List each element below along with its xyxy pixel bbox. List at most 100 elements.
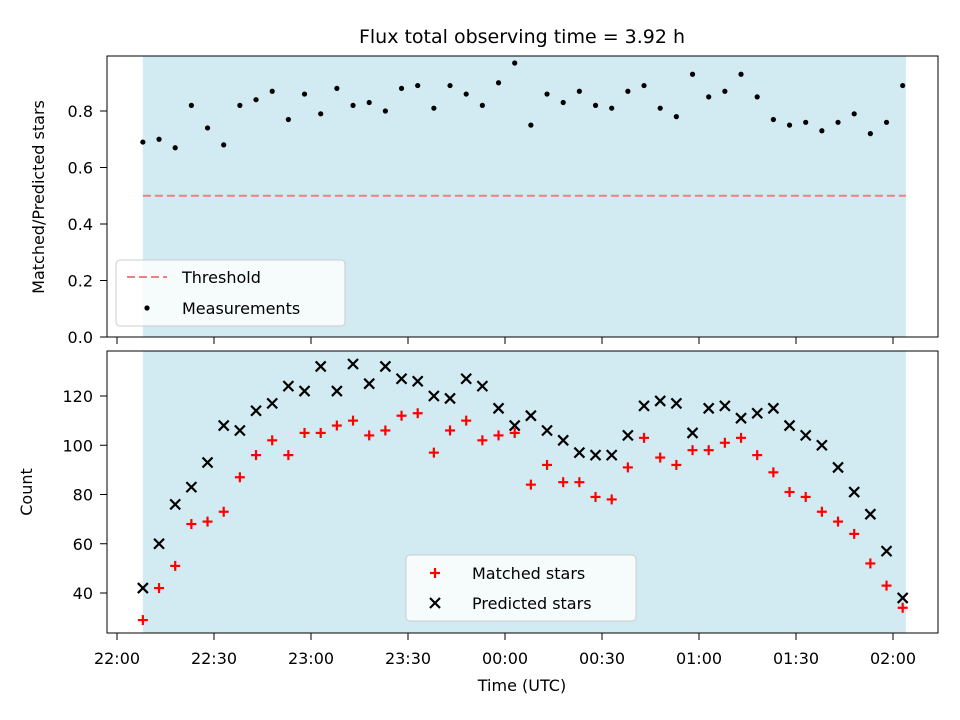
predicted-star-point: [379, 360, 392, 373]
count-y-tick-label: 40: [73, 584, 93, 603]
predicted-star-point: [444, 392, 456, 405]
predicted-star-point: [686, 427, 699, 439]
predicted-star-point: [201, 456, 214, 469]
x-tick-label: 23:00: [288, 649, 334, 668]
predicted-star-point: [460, 372, 472, 385]
measurements-legend-label: Measurements: [182, 299, 300, 318]
measurement-point: [447, 82, 453, 89]
matched-star-point: [752, 450, 763, 461]
predicted-star-point: [589, 449, 602, 461]
matched-star-point: [299, 427, 310, 438]
predicted-star-point: [832, 461, 844, 474]
measurements-legend-swatch: [144, 305, 150, 311]
matched-star-point: [267, 435, 278, 446]
matched-star-point: [396, 410, 407, 421]
measurement-point: [528, 122, 534, 128]
predicted-star-point: [573, 446, 586, 459]
matched-star-point: [525, 479, 536, 490]
matched-star-point: [154, 583, 165, 594]
matched-star-point: [170, 560, 181, 571]
predicted-star-point: [137, 582, 149, 594]
threshold-legend-label: Threshold: [181, 268, 261, 287]
matched-star-point: [380, 425, 391, 436]
matched-star-point: [800, 491, 811, 502]
predicted-star-point: [234, 424, 246, 437]
measurement-point: [819, 128, 825, 134]
measurement-point: [900, 82, 906, 89]
matched-star-point: [186, 519, 197, 530]
measurement-point: [706, 94, 712, 100]
measurement-point: [867, 131, 873, 137]
matched-star-point: [137, 615, 148, 626]
measurement-point: [204, 125, 211, 131]
measurement-point: [883, 119, 890, 125]
predicted-star-point: [331, 385, 343, 397]
matched-star-point: [833, 516, 844, 527]
matched-star-point: [202, 516, 213, 527]
matched-star-point: [784, 487, 795, 498]
count-y-tick-label: 80: [73, 486, 93, 505]
matched-star-point: [703, 445, 714, 456]
ratio-x-tick-marks: [116, 337, 894, 344]
matched-star-point: [542, 459, 553, 470]
ratio-y-tick-label: 0.2: [68, 272, 93, 291]
measurement-point: [754, 94, 760, 100]
matched-star-point: [218, 506, 229, 517]
measurement-point: [673, 114, 679, 120]
measurement-point: [786, 122, 793, 128]
matched-star-point: [639, 432, 650, 443]
predicted-star-point: [508, 419, 521, 432]
measurement-point: [188, 102, 194, 108]
matched-star-point: [493, 430, 504, 441]
matched-star-point: [251, 450, 262, 461]
measurement-point: [350, 102, 356, 108]
matched-star-point: [719, 437, 730, 448]
matched-star-point: [461, 415, 472, 426]
ratio-y-tick-label: 0.6: [68, 159, 93, 178]
matched-star-point: [590, 491, 601, 502]
measurement-point: [285, 116, 291, 123]
measurement-point: [657, 105, 663, 111]
ratio-y-ticks: 0.0 0.2 0.4 0.6 0.8: [68, 102, 107, 347]
matched-star-point: [574, 477, 585, 488]
matched-star-point: [881, 580, 892, 591]
matched-star-point: [687, 445, 698, 456]
predicted-star-point: [411, 375, 424, 388]
measurement-point: [851, 111, 857, 117]
matched-star-point: [606, 494, 617, 505]
predicted-star-point: [702, 402, 715, 415]
measurement-point: [609, 105, 615, 111]
predicted-star-point: [153, 537, 165, 550]
matched-star-point: [428, 447, 439, 458]
x-axis-label: Time (UTC): [477, 676, 566, 695]
measurement-point: [803, 119, 809, 125]
measurement-point: [512, 60, 518, 66]
measurement-point: [641, 82, 647, 89]
predicted-star-point: [428, 390, 440, 402]
measurement-point: [576, 88, 582, 94]
measurement-point: [415, 82, 421, 89]
predicted-star-point: [735, 412, 747, 424]
measurement-point: [738, 71, 744, 77]
ratio-y-axis-label: Matched/Predicted stars: [29, 100, 48, 294]
predicted-star-point: [266, 397, 278, 410]
matched-star-point: [234, 472, 245, 483]
matched-star-point: [671, 459, 682, 470]
matched-star-point: [622, 462, 633, 473]
measurement-point: [237, 102, 243, 108]
measurement-point: [221, 142, 227, 148]
predicted-star-point: [314, 360, 327, 373]
measurement-point: [382, 108, 388, 114]
predicted-star-point: [654, 395, 666, 407]
predicted-star-point: [848, 486, 860, 498]
measurement-point: [301, 91, 308, 97]
predicted-star-point: [864, 508, 877, 520]
measurement-point: [269, 88, 275, 94]
predicted-star-point: [250, 404, 262, 417]
matched-star-point: [477, 435, 488, 446]
measurement-point: [156, 136, 162, 142]
ratio-panel: Flux total observing time = 3.92 h 0.00.…: [29, 26, 939, 347]
matched-legend-label: Matched stars: [472, 564, 585, 583]
count-axes-frame: [106, 350, 939, 634]
predicted-star-point: [622, 429, 634, 442]
